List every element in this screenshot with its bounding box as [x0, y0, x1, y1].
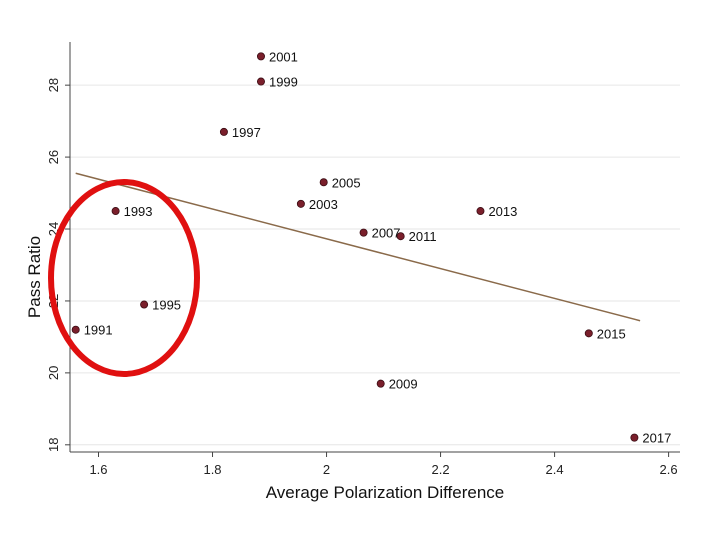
data-point-1995 [140, 300, 149, 309]
annotation-ellipse [48, 179, 200, 377]
data-point-2017 [630, 433, 639, 442]
point-label-2015: 2015 [597, 326, 626, 341]
point-label-2001: 2001 [269, 49, 298, 64]
point-label-2013: 2013 [488, 204, 517, 219]
point-label-2009: 2009 [389, 377, 418, 392]
point-label-1999: 1999 [269, 75, 298, 90]
y-tick-label: 18 [46, 438, 61, 452]
point-label-2011: 2011 [409, 229, 437, 244]
point-label-2017: 2017 [642, 431, 671, 446]
point-label-1995: 1995 [152, 298, 181, 313]
data-point-1999 [256, 77, 265, 86]
fit-line [75, 172, 641, 322]
data-point-2003 [296, 199, 305, 208]
data-point-2015 [584, 329, 593, 338]
data-point-2009 [376, 379, 385, 388]
point-label-2003: 2003 [309, 197, 338, 212]
data-point-1993 [111, 207, 120, 216]
data-point-1991 [71, 325, 80, 334]
annotation-layer [48, 179, 200, 377]
x-axis-title: Average Polarization Difference [266, 483, 504, 502]
data-point-2011 [396, 232, 405, 241]
point-label-2007: 2007 [372, 226, 401, 241]
x-tick-label: 1.6 [89, 462, 107, 477]
y-axis-title: Pass Ratio [25, 236, 44, 318]
data-point-2013 [476, 207, 485, 216]
x-tick-label: 2.4 [546, 462, 564, 477]
data-point-2001 [256, 52, 265, 61]
gridlines [70, 84, 680, 446]
data-point-1997 [219, 127, 228, 136]
point-label-1991: 1991 [84, 323, 113, 338]
data-points [71, 52, 639, 442]
point-label-1993: 1993 [124, 204, 153, 219]
fit-line-layer [75, 172, 641, 322]
y-tick-label: 20 [46, 366, 61, 380]
x-tick-label: 2.2 [432, 462, 450, 477]
data-point-2005 [319, 178, 328, 187]
point-label-2005: 2005 [332, 175, 361, 190]
point-label-1997: 1997 [232, 125, 261, 140]
point-labels: 1991 1993 1995 1997 1999 2001 2003 2005 2007 2009… [84, 49, 672, 445]
y-tick-label: 28 [46, 78, 61, 92]
x-tick-label: 2.6 [660, 462, 678, 477]
x-tick-label: 1.8 [203, 462, 221, 477]
data-point-2007 [359, 228, 368, 237]
x-tick-label: 2 [323, 462, 330, 477]
y-tick-label: 26 [46, 150, 61, 164]
